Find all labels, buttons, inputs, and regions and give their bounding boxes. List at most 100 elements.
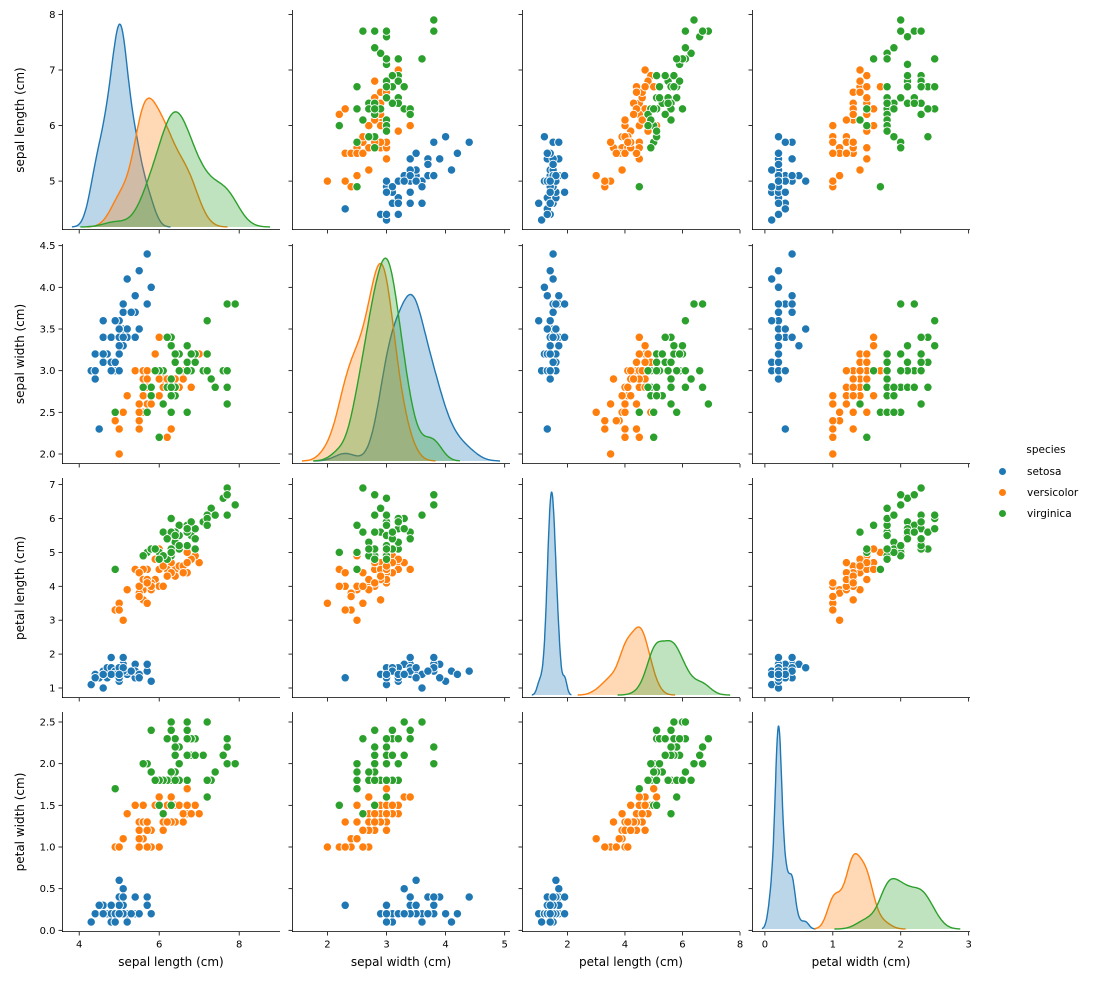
y-tick-label: 6 — [49, 121, 55, 132]
subplot-petal_width-vs-sepal_length: 4 6 8 0.0 0.5 1.0 1.5 2.0 2.5 — [40, 712, 280, 951]
scatter-virginica — [855, 299, 940, 442]
x-tick-label: 1 — [830, 940, 836, 951]
x-axis-label-sepal-width: sepal width (cm) — [350, 955, 452, 969]
y-tick-label: 6 — [49, 514, 55, 525]
kde-fill-virginica — [313, 258, 460, 461]
subplot-sepal_width-vs-petal_width — [748, 244, 970, 468]
x-axis-label-petal-width: petal width (cm) — [811, 955, 911, 969]
scatter-setosa — [86, 249, 156, 434]
scatter-setosa — [86, 875, 156, 927]
legend-marker-virginica-icon — [999, 510, 1006, 517]
legend-item-virginica: virginica — [990, 503, 1102, 524]
scatter-versicolor — [110, 775, 204, 852]
subplot-petal_length-vs-petal_width — [748, 478, 970, 702]
scatter-setosa — [767, 652, 811, 693]
subplot-sepal_length-vs-sepal_width — [288, 10, 510, 234]
kde-line-setosa — [761, 725, 816, 930]
scatter-setosa — [534, 875, 570, 927]
scatter-virginica — [634, 717, 714, 819]
scatter-setosa — [340, 875, 474, 927]
x-tick-label: 0 — [762, 940, 768, 951]
legend-label-setosa: setosa — [1027, 465, 1062, 478]
kde-line-setosa — [71, 23, 171, 228]
subplot-petal_width-vs-petal_length: 2 4 6 8 — [518, 712, 743, 951]
x-tick-label: 2 — [564, 940, 570, 951]
kde-line-versicolor — [814, 853, 906, 930]
subplot-kde-petal_width: 0 1 2 3 — [748, 712, 972, 951]
kde-fill-setosa — [531, 492, 572, 695]
subplot-sepal_length-vs-petal_width — [748, 10, 970, 234]
kde-line-setosa — [531, 491, 572, 696]
x-axis-label-sepal-length: sepal length (cm) — [118, 955, 224, 969]
y-tick-label: 3.5 — [40, 325, 56, 336]
scatter-virginica — [110, 717, 240, 819]
kde-fill-setosa — [761, 726, 816, 929]
scatter-virginica — [634, 15, 714, 192]
subplot-petal_length-vs-sepal_length: 1 2 3 4 5 6 7 — [49, 478, 280, 702]
scatter-virginica — [334, 15, 439, 192]
legend-item-versicolor: versicolor — [990, 482, 1102, 503]
scatter-virginica — [334, 483, 439, 575]
y-tick-label: 0.0 — [40, 926, 56, 937]
subplot-kde-petal_length — [518, 478, 741, 702]
scatter-versicolor — [828, 65, 892, 192]
kde-fill-setosa — [71, 24, 171, 227]
scatter-versicolor — [828, 544, 892, 625]
x-tick-label: 4 — [622, 940, 628, 951]
subplot-petal_length-vs-sepal_width — [288, 478, 510, 702]
kde-line-versicolor — [302, 262, 436, 462]
kde-line-versicolor — [86, 97, 228, 228]
x-tick-label: 8 — [737, 940, 743, 951]
y-tick-label: 3 — [49, 616, 55, 627]
scatter-virginica — [634, 299, 714, 442]
legend-marker-setosa-icon — [999, 468, 1006, 475]
y-tick-label: 2.5 — [40, 408, 56, 419]
kde-fill-versicolor — [302, 263, 436, 461]
kde-fill-versicolor — [814, 853, 906, 929]
kde-line-virginica — [617, 640, 731, 696]
scatter-virginica — [855, 15, 940, 192]
y-tick-label: 7 — [49, 480, 55, 491]
y-tick-label: 4 — [49, 582, 55, 593]
y-tick-label: 4.5 — [40, 241, 56, 252]
scatter-setosa — [86, 652, 156, 693]
y-tick-label: 5 — [49, 177, 55, 188]
scatter-virginica — [110, 483, 240, 575]
y-tick-label: 2 — [49, 650, 55, 661]
x-axis-label-petal-length: petal length (cm) — [579, 955, 683, 969]
subplot-kde-sepal_width — [288, 244, 510, 468]
kde-line-virginica — [80, 111, 271, 228]
y-axis-label-petal-length: petal length (cm) — [13, 536, 27, 640]
subplot-sepal_width-vs-sepal_length: 2.0 2.5 3.0 3.5 4.0 4.5 — [40, 241, 280, 468]
scatter-setosa — [340, 652, 474, 693]
scatter-virginica — [855, 483, 940, 575]
x-tick-label: 4 — [76, 940, 82, 951]
y-tick-label: 1.0 — [40, 843, 56, 854]
legend-title: species — [1026, 444, 1066, 456]
x-tick-label: 2 — [898, 940, 904, 951]
legend: species setosa versicolor virginica — [990, 444, 1102, 524]
x-tick-label: 4 — [442, 940, 448, 951]
subplot-sepal_width-vs-petal_length — [518, 244, 741, 468]
kde-fill-virginica — [80, 111, 271, 227]
kde-fill-versicolor — [86, 98, 228, 227]
scatter-setosa — [340, 132, 474, 225]
y-tick-label: 1.5 — [40, 801, 56, 812]
x-tick-label: 6 — [156, 940, 162, 951]
y-tick-label: 2.0 — [40, 759, 56, 770]
y-tick-label: 7 — [49, 66, 55, 77]
x-tick-label: 3 — [383, 940, 389, 951]
kde-fill-versicolor — [577, 627, 676, 695]
legend-label-virginica: virginica — [1027, 507, 1072, 520]
kde-line-virginica — [834, 877, 961, 930]
subplot-kde-sepal_length: 5 6 7 8 — [49, 10, 280, 234]
x-tick-label: 5 — [501, 940, 507, 951]
x-tick-label: 8 — [236, 940, 242, 951]
y-axis-label-petal-width: petal width (cm) — [13, 772, 27, 872]
kde-fill-virginica — [617, 640, 731, 695]
legend-marker-versicolor-icon — [999, 489, 1006, 496]
x-tick-label: 3 — [965, 940, 971, 951]
scatter-versicolor — [828, 332, 892, 459]
